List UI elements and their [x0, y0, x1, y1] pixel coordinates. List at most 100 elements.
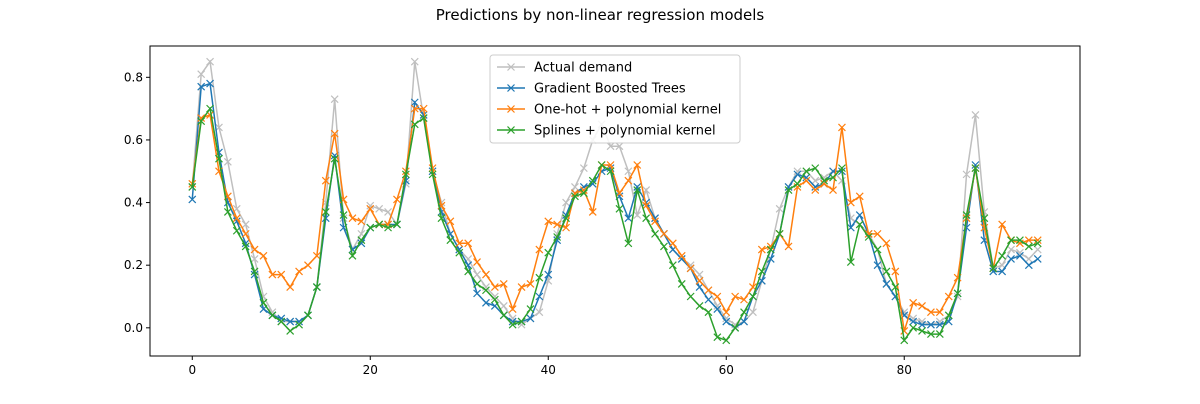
data-point-marker [197, 117, 206, 126]
y-tick-label: 0.6 [124, 133, 143, 147]
data-point-marker [953, 289, 962, 298]
data-point-marker [446, 217, 455, 226]
data-point-marker [312, 283, 321, 292]
data-point-marker [722, 308, 731, 317]
data-point-marker [695, 276, 704, 285]
data-point-marker [339, 211, 348, 220]
data-point-marker [935, 308, 944, 317]
data-point-marker [704, 286, 713, 295]
data-point-marker [206, 104, 214, 113]
data-point-marker [633, 161, 642, 169]
data-point-marker [998, 251, 1007, 260]
data-point-marker [1016, 251, 1024, 260]
data-point-marker [864, 229, 873, 238]
data-point-marker [455, 248, 464, 257]
data-point-marker [571, 192, 579, 201]
data-point-marker [499, 301, 508, 310]
data-point-marker [250, 270, 259, 279]
x-tick-label: 60 [719, 363, 734, 377]
data-point-marker [499, 280, 508, 288]
data-point-marker [909, 323, 918, 332]
data-point-marker [855, 220, 864, 229]
data-point-marker [304, 261, 312, 270]
x-tick-label: 80 [897, 363, 912, 377]
data-point-marker [793, 179, 802, 188]
data-point-marker [713, 333, 722, 342]
plot-area [188, 57, 1042, 345]
data-point-marker [829, 173, 837, 182]
data-point-marker [731, 323, 740, 332]
data-point-marker [312, 251, 321, 260]
data-point-marker [1016, 236, 1024, 245]
data-point-marker [660, 242, 668, 251]
data-point-marker [286, 327, 295, 335]
data-point-marker [677, 255, 686, 263]
data-point-marker [633, 182, 642, 191]
data-point-marker [410, 120, 419, 129]
legend-entry: Gradient Boosted Trees [497, 82, 686, 97]
data-point-marker [784, 186, 793, 194]
data-point-marker [410, 57, 419, 66]
data-point-marker [419, 104, 428, 113]
legend-box [489, 54, 741, 144]
data-point-marker [348, 251, 357, 260]
data-point-marker [384, 223, 392, 232]
data-point-marker [989, 267, 998, 276]
data-point-marker [535, 273, 544, 282]
data-point-marker [615, 204, 624, 213]
data-point-marker [882, 267, 891, 276]
data-point-marker [793, 167, 802, 176]
data-point-marker [597, 161, 606, 169]
data-point-marker [188, 182, 197, 191]
data-point-marker [401, 170, 410, 179]
axes-frame [149, 45, 1081, 357]
data-point-marker [757, 267, 766, 276]
data-point-marker [686, 261, 695, 270]
data-point-marker [1007, 245, 1015, 254]
chart-title: Predictions by non-linear regression mod… [436, 6, 765, 24]
legend-label: One-hot + polynomial kernel [534, 103, 721, 118]
data-point-marker [482, 270, 490, 279]
data-point-marker [668, 261, 677, 270]
data-point-marker [517, 283, 526, 292]
data-point-marker [482, 298, 490, 307]
data-point-marker [838, 164, 846, 173]
data-point-marker [971, 164, 980, 173]
legend-label: Actual demand [534, 61, 632, 76]
legend-label: Splines + polynomial kernel [534, 124, 716, 139]
data-point-marker [695, 283, 704, 292]
data-point-marker [295, 317, 303, 326]
data-point-marker [366, 223, 375, 232]
data-point-marker [268, 270, 277, 279]
data-point-marker [891, 267, 900, 276]
data-point-marker [633, 186, 642, 194]
data-point-marker [1033, 255, 1042, 263]
data-point-marker [215, 154, 223, 163]
data-point-marker [1033, 236, 1042, 245]
data-point-marker [321, 176, 330, 185]
data-point-marker [455, 245, 464, 254]
data-point-marker [811, 176, 820, 185]
data-point-marker [562, 214, 570, 223]
data-point-marker [490, 283, 499, 292]
data-point-marker [891, 283, 900, 292]
data-point-marker [473, 270, 481, 279]
data-point-marker [740, 295, 748, 304]
data-point-marker [223, 208, 232, 216]
data-point-marker [811, 164, 820, 173]
data-point-marker [873, 261, 882, 270]
series-3 [188, 104, 1042, 345]
data-point-marker [197, 114, 206, 122]
data-point-marker [250, 245, 259, 254]
data-point-marker [259, 298, 268, 307]
data-point-marker [704, 308, 713, 317]
data-point-marker [713, 305, 722, 313]
data-point-marker [553, 233, 562, 241]
legend-entry: One-hot + polynomial kernel [497, 103, 721, 118]
data-point-marker [571, 182, 579, 191]
data-point-marker [820, 176, 829, 185]
data-point-marker [473, 280, 481, 288]
data-point-marker [579, 186, 588, 194]
x-tick-label: 20 [363, 363, 378, 377]
data-point-marker [766, 245, 775, 254]
